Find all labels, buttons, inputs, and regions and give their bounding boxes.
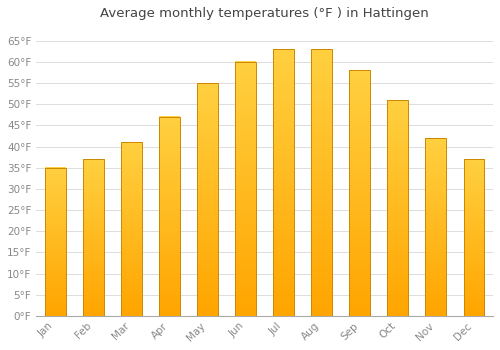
Title: Average monthly temperatures (°F ) in Hattingen: Average monthly temperatures (°F ) in Ha…	[100, 7, 429, 20]
Bar	[350, 70, 370, 316]
Bar	[121, 142, 142, 316]
Bar	[426, 138, 446, 316]
Bar	[197, 83, 218, 316]
Bar	[388, 100, 408, 316]
Bar	[159, 117, 180, 316]
Bar	[235, 62, 256, 316]
Bar	[273, 49, 294, 316]
Bar	[464, 159, 484, 316]
Bar	[44, 168, 66, 316]
Bar	[83, 159, 104, 316]
Bar	[312, 49, 332, 316]
